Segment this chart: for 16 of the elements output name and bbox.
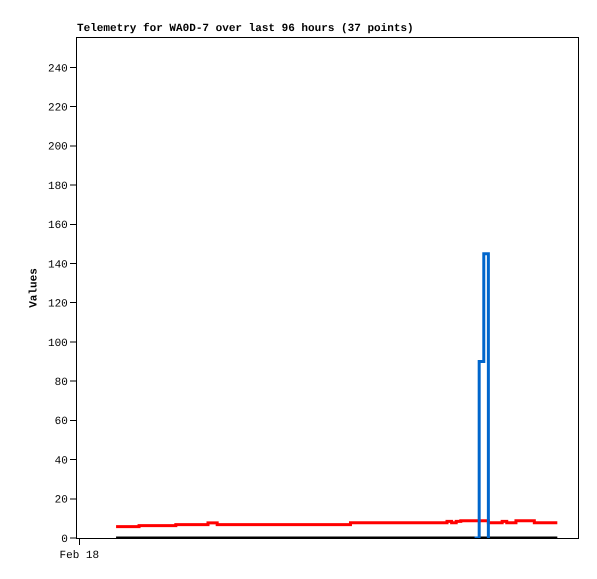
y-tick-label: 40 <box>54 455 68 468</box>
y-tick-label: 200 <box>48 142 68 154</box>
y-tick-label: 140 <box>48 259 68 272</box>
y-tick-label: 220 <box>48 102 68 114</box>
y-tick-label: 100 <box>48 338 68 350</box>
chart-title: Telemetry for WA0D-7 over last 96 hours (37 points) <box>77 22 414 35</box>
x-tick-label: Feb 18 <box>59 550 100 562</box>
y-tick-label: 60 <box>54 416 68 428</box>
y-tick-label: 80 <box>54 376 68 389</box>
y-tick-label: 180 <box>48 180 68 193</box>
y-tick-label: 20 <box>54 494 68 507</box>
y-tick-label: 0 <box>61 534 68 546</box>
y-axis-title: Values <box>28 268 41 308</box>
y-tick-label: 120 <box>48 298 68 311</box>
y-tick-label: 160 <box>48 220 68 232</box>
y-tick-label: 240 <box>48 63 68 76</box>
